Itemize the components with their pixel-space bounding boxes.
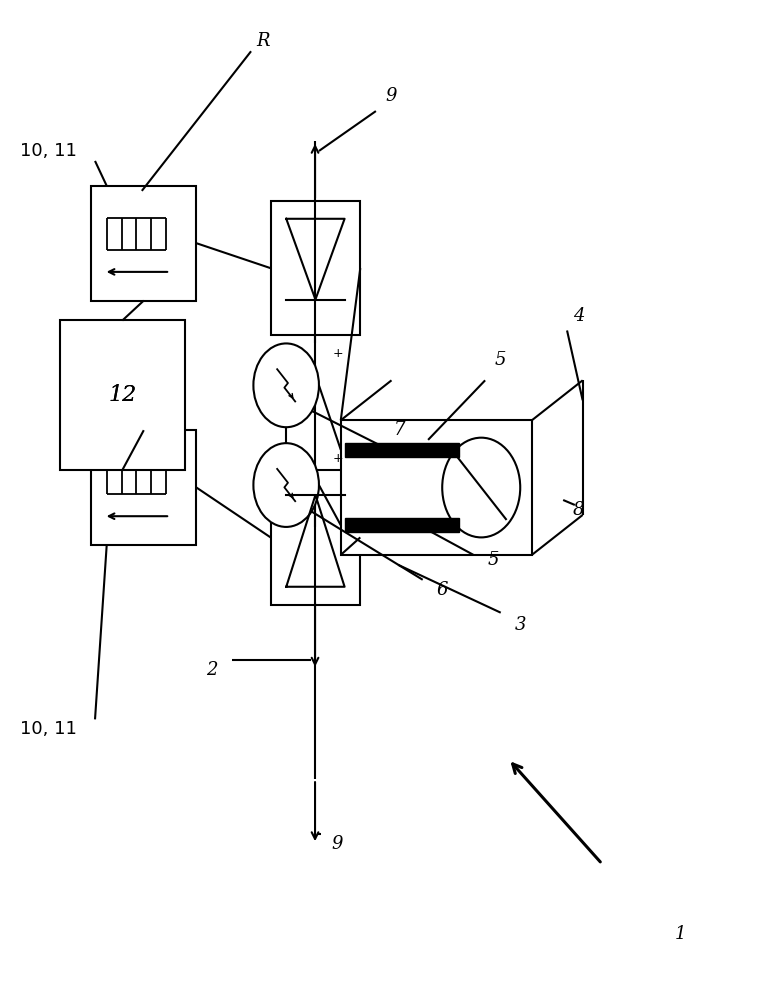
Text: +: +	[333, 452, 343, 465]
Text: 5: 5	[495, 351, 507, 369]
Text: +: +	[333, 347, 343, 360]
Circle shape	[442, 438, 520, 537]
Text: 10, 11: 10, 11	[20, 142, 77, 160]
Text: 10, 11: 10, 11	[20, 720, 77, 738]
Text: 1: 1	[674, 925, 686, 943]
Text: 2: 2	[206, 661, 218, 679]
Bar	[271, 201, 360, 335]
Text: 9: 9	[386, 87, 397, 105]
Bar	[345, 443, 460, 457]
Bar	[91, 430, 197, 545]
Text: 4: 4	[573, 307, 584, 325]
Bar	[345, 518, 460, 532]
Bar	[271, 470, 360, 605]
Text: 9: 9	[331, 835, 343, 853]
Text: 6: 6	[436, 581, 448, 599]
Bar	[341, 420, 532, 555]
Bar	[60, 320, 185, 470]
Circle shape	[254, 443, 319, 527]
Text: 12: 12	[108, 384, 136, 406]
Text: 3: 3	[514, 616, 526, 634]
Text: -: -	[290, 347, 295, 360]
Bar	[91, 186, 197, 301]
Text: -: -	[290, 452, 295, 465]
Text: 12: 12	[108, 384, 136, 406]
Text: 5: 5	[487, 551, 499, 569]
Text: 8: 8	[573, 501, 584, 519]
Circle shape	[254, 343, 319, 427]
Text: 7: 7	[394, 421, 405, 439]
Text: R: R	[256, 32, 269, 50]
